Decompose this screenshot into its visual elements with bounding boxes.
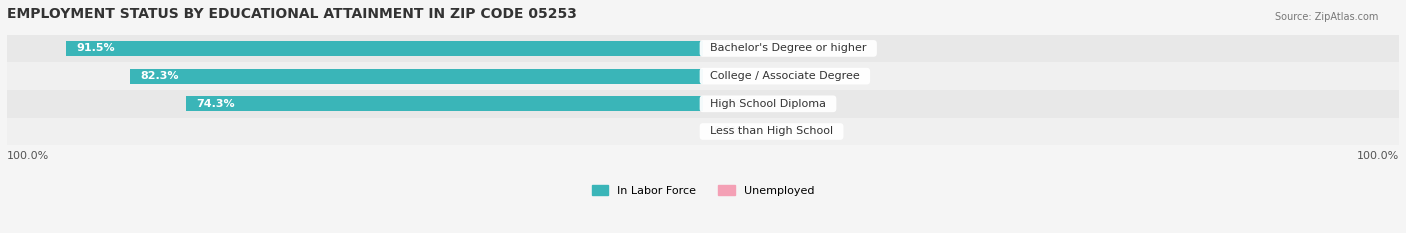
Text: 100.0%: 100.0%: [1357, 151, 1399, 161]
Bar: [7, 34, 1399, 62]
Bar: [7, 118, 1399, 145]
Text: Source: ZipAtlas.com: Source: ZipAtlas.com: [1274, 12, 1378, 22]
Text: 0.0%: 0.0%: [713, 99, 742, 109]
Bar: [131, 69, 703, 84]
Text: 0.0%: 0.0%: [713, 71, 742, 81]
Text: 74.3%: 74.3%: [197, 99, 235, 109]
Text: 91.5%: 91.5%: [76, 43, 115, 53]
Bar: [66, 41, 703, 56]
Text: High School Diploma: High School Diploma: [703, 99, 832, 109]
Text: 100.0%: 100.0%: [7, 151, 49, 161]
Bar: [7, 90, 1399, 118]
Text: 0.0%: 0.0%: [713, 127, 742, 137]
Text: 82.3%: 82.3%: [141, 71, 179, 81]
Bar: [186, 96, 703, 111]
Bar: [7, 62, 1399, 90]
Text: EMPLOYMENT STATUS BY EDUCATIONAL ATTAINMENT IN ZIP CODE 05253: EMPLOYMENT STATUS BY EDUCATIONAL ATTAINM…: [7, 7, 576, 21]
Text: 0.0%: 0.0%: [713, 43, 742, 53]
Text: Less than High School: Less than High School: [703, 127, 841, 137]
Legend: In Labor Force, Unemployed: In Labor Force, Unemployed: [588, 181, 818, 200]
Text: Bachelor's Degree or higher: Bachelor's Degree or higher: [703, 43, 873, 53]
Text: College / Associate Degree: College / Associate Degree: [703, 71, 866, 81]
